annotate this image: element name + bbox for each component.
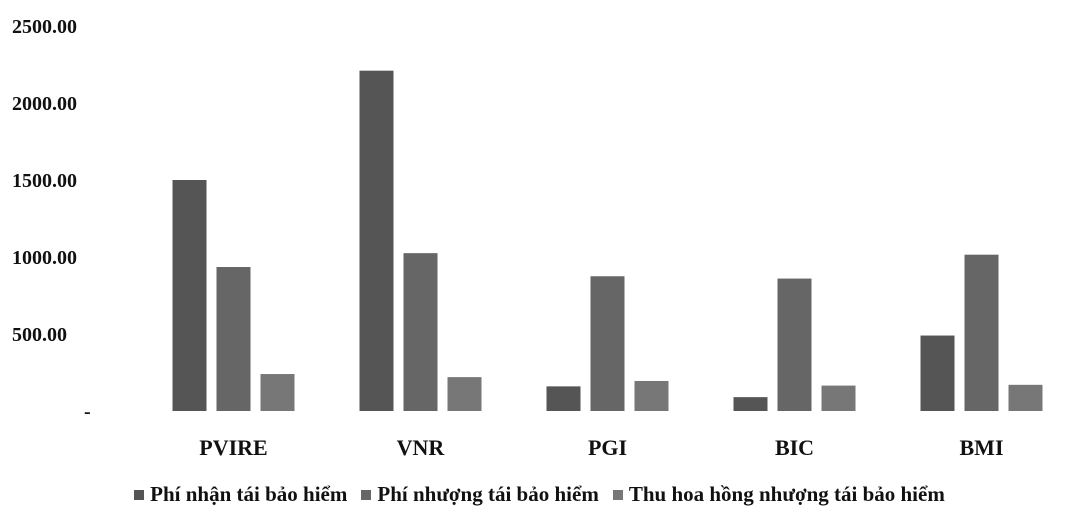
x-tick-label: VNR (397, 435, 446, 460)
legend-swatch (134, 489, 145, 500)
x-tick-label: PGI (588, 435, 627, 460)
y-tick-label: 1000.00 (12, 247, 77, 269)
y-tick-label: 2000.00 (12, 93, 77, 115)
bar (260, 374, 295, 411)
bar (359, 70, 394, 411)
bar (590, 276, 625, 411)
legend-label: Phí nhượng tái bảo hiểm (377, 482, 599, 506)
bar (821, 385, 856, 411)
bar (1008, 384, 1043, 411)
y-tick-label: - (84, 401, 91, 423)
legend-item: Thu hoa hồng nhượng tái bảo hiểm (612, 482, 945, 507)
legend-label: Phí nhận tái bảo hiểm (150, 482, 348, 506)
legend-swatch (361, 489, 372, 500)
bar (172, 180, 207, 411)
bar (733, 397, 768, 411)
legend-label: Thu hoa hồng nhượng tái bảo hiểm (628, 482, 945, 506)
legend-item: Phí nhận tái bảo hiểm (134, 482, 347, 507)
bar (964, 254, 999, 411)
bar (920, 335, 955, 411)
legend-item: Phí nhượng tái bảo hiểm (361, 482, 599, 507)
bar (403, 253, 438, 411)
legend: Phí nhận tái bảo hiểm Phí nhượng tái bảo … (0, 482, 1079, 507)
bar (777, 278, 812, 411)
y-tick-label: 2500.00 (12, 16, 77, 38)
x-tick-label: PVIRE (199, 435, 267, 460)
y-tick-label: 500.00 (12, 324, 67, 346)
bar (546, 386, 581, 411)
y-tick-label: 1500.00 (12, 170, 77, 192)
bar (447, 377, 482, 411)
bar (216, 267, 251, 411)
chart-plot: 2500.00 2000.00 1500.00 1000.00 500.00 - PVIRE… (12, 16, 1043, 460)
legend-swatch (612, 489, 623, 500)
x-tick-label: BMI (960, 435, 1004, 460)
x-tick-label: BIC (775, 435, 814, 460)
bar (634, 380, 669, 411)
